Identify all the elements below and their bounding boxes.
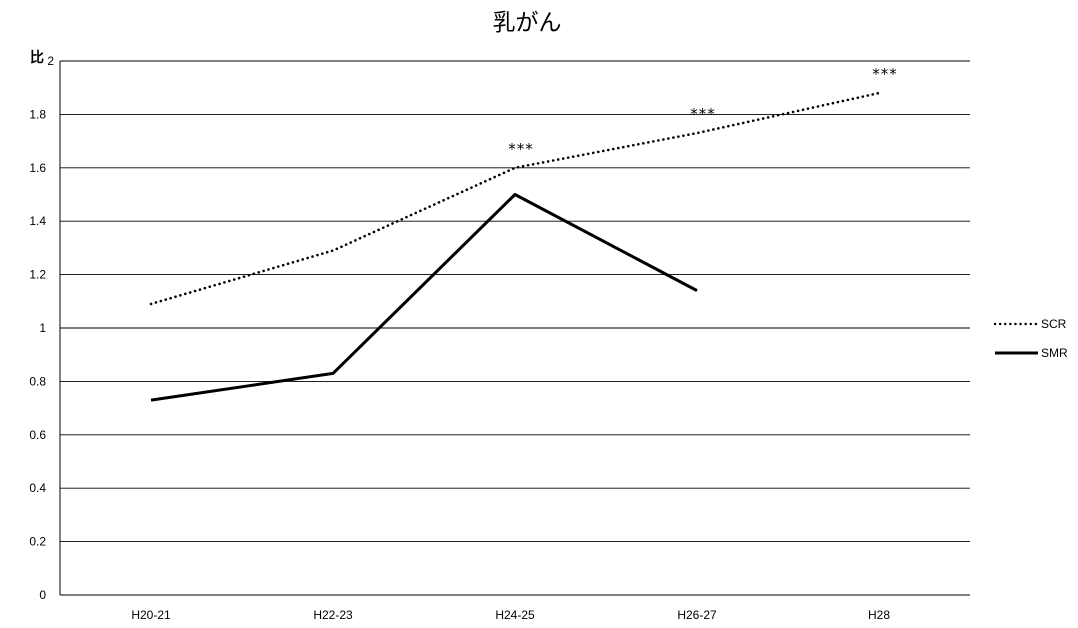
y-axis-ticks: 0 0.2 0.4 0.6 0.8 1 1.2 1.4 1.6 1.8 2 <box>29 54 54 602</box>
x-tick-label: H22-23 <box>313 608 353 622</box>
x-axis-ticks: H20-21 H22-23 H24-25 H26-27 H28 <box>131 608 890 622</box>
y-tick-label: 0.2 <box>29 535 46 549</box>
series-lines <box>149 91 881 402</box>
y-tick-label: 0.8 <box>29 374 46 388</box>
series-line-scr <box>149 91 881 306</box>
y-tick-label: 1.8 <box>29 107 46 121</box>
series-line-smr <box>150 193 698 402</box>
y-tick-label: 0.4 <box>29 481 46 495</box>
y-tick-label: 1.4 <box>29 214 46 228</box>
legend-label-smr: SMR <box>1041 346 1068 360</box>
legend: SCR SMR <box>993 317 1068 360</box>
y-axis-label: 比 <box>30 49 44 66</box>
y-tick-label: 1.6 <box>29 161 46 175</box>
x-tick-label: H24-25 <box>495 608 535 622</box>
x-tick-label: H26-27 <box>677 608 717 622</box>
y-tick-label: 0 <box>39 588 46 602</box>
legend-label-scr: SCR <box>1041 317 1067 331</box>
significance-marker: *** <box>508 140 534 158</box>
grid-lines <box>59 60 970 596</box>
significance-marker: *** <box>872 65 898 83</box>
y-tick-label: 0.6 <box>29 428 46 442</box>
chart-title: 乳がん <box>493 10 562 36</box>
y-tick-label: 1.2 <box>29 268 46 282</box>
x-tick-label: H28 <box>868 608 890 622</box>
significance-marker: *** <box>690 105 716 123</box>
x-tick-label: H20-21 <box>131 608 171 622</box>
annotations: *** *** *** <box>508 65 898 158</box>
y-tick-label: 1 <box>39 321 46 335</box>
y-tick-label: 2 <box>47 54 54 68</box>
